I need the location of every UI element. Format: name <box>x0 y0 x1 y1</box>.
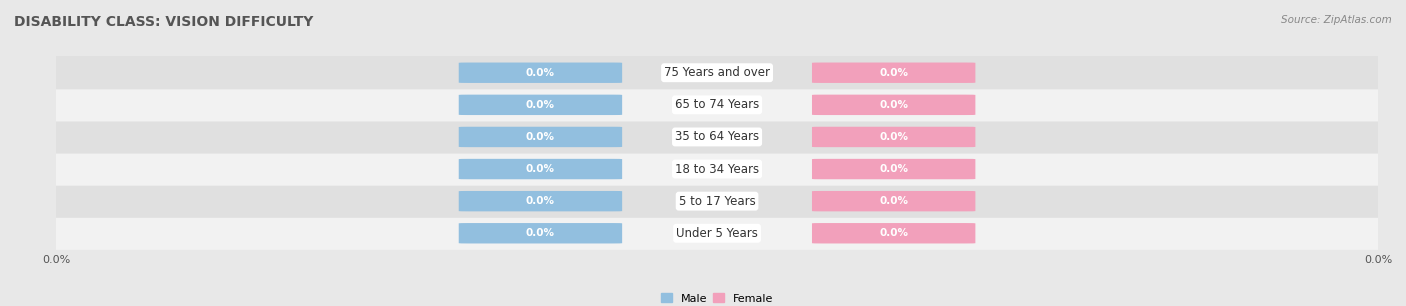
FancyBboxPatch shape <box>458 127 621 147</box>
FancyBboxPatch shape <box>35 185 1399 218</box>
FancyBboxPatch shape <box>813 62 976 83</box>
Text: 0.0%: 0.0% <box>526 164 555 174</box>
FancyBboxPatch shape <box>35 56 1399 89</box>
Text: 5 to 17 Years: 5 to 17 Years <box>679 195 755 208</box>
FancyBboxPatch shape <box>35 217 1399 250</box>
FancyBboxPatch shape <box>35 120 1399 154</box>
Text: 0.0%: 0.0% <box>879 100 908 110</box>
FancyBboxPatch shape <box>813 191 976 211</box>
Text: 0.0%: 0.0% <box>526 68 555 78</box>
FancyBboxPatch shape <box>813 223 976 244</box>
FancyBboxPatch shape <box>458 95 621 115</box>
FancyBboxPatch shape <box>458 223 621 244</box>
FancyBboxPatch shape <box>458 159 621 179</box>
Text: 0.0%: 0.0% <box>879 228 908 238</box>
FancyBboxPatch shape <box>813 95 976 115</box>
Text: 0.0%: 0.0% <box>879 164 908 174</box>
Text: 0.0%: 0.0% <box>526 132 555 142</box>
Text: 0.0%: 0.0% <box>879 132 908 142</box>
Text: 18 to 34 Years: 18 to 34 Years <box>675 162 759 176</box>
FancyBboxPatch shape <box>458 191 621 211</box>
Text: 75 Years and over: 75 Years and over <box>664 66 770 79</box>
Text: Under 5 Years: Under 5 Years <box>676 227 758 240</box>
Text: 0.0%: 0.0% <box>526 100 555 110</box>
Text: 35 to 64 Years: 35 to 64 Years <box>675 130 759 144</box>
FancyBboxPatch shape <box>35 88 1399 121</box>
Text: 0.0%: 0.0% <box>526 196 555 206</box>
FancyBboxPatch shape <box>458 62 621 83</box>
Text: 0.0%: 0.0% <box>526 228 555 238</box>
FancyBboxPatch shape <box>813 127 976 147</box>
Legend: Male, Female: Male, Female <box>657 289 778 306</box>
Text: 0.0%: 0.0% <box>879 68 908 78</box>
Text: DISABILITY CLASS: VISION DIFFICULTY: DISABILITY CLASS: VISION DIFFICULTY <box>14 15 314 29</box>
Text: 0.0%: 0.0% <box>879 196 908 206</box>
FancyBboxPatch shape <box>813 159 976 179</box>
FancyBboxPatch shape <box>35 152 1399 186</box>
Text: 65 to 74 Years: 65 to 74 Years <box>675 98 759 111</box>
Text: Source: ZipAtlas.com: Source: ZipAtlas.com <box>1281 15 1392 25</box>
